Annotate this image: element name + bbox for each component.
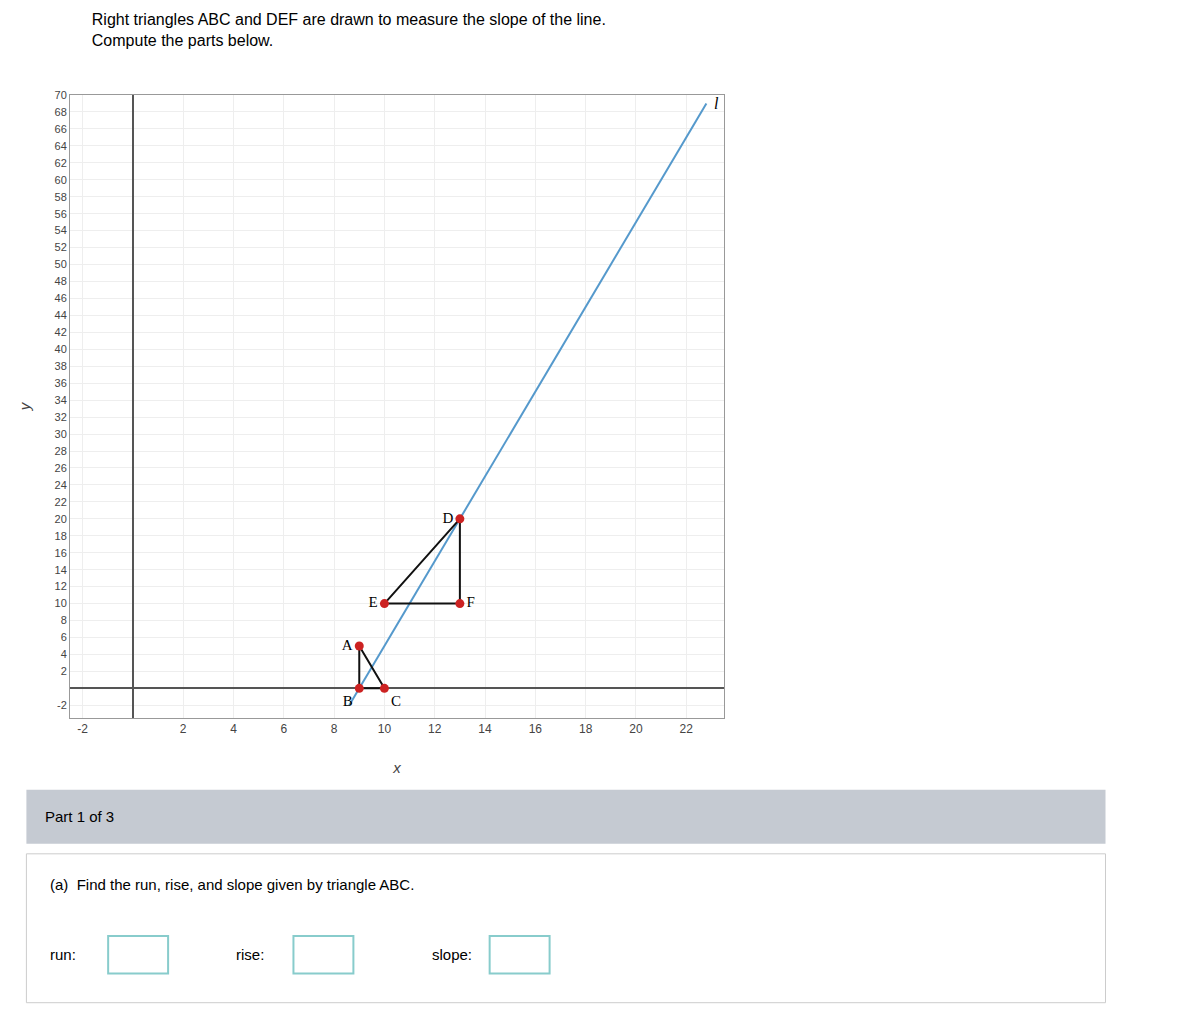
svg-text:38: 38: [55, 360, 67, 372]
svg-text:E: E: [369, 594, 378, 610]
svg-text:F: F: [467, 594, 475, 610]
svg-text:16: 16: [529, 722, 543, 736]
svg-text:x: x: [392, 759, 401, 776]
svg-text:54: 54: [55, 224, 67, 236]
svg-text:62: 62: [55, 157, 67, 169]
svg-text:64: 64: [55, 140, 67, 152]
svg-text:32: 32: [55, 411, 67, 423]
svg-text:52: 52: [55, 241, 67, 253]
svg-text:20: 20: [629, 722, 643, 736]
svg-text:rise:: rise:: [236, 946, 264, 963]
svg-text:2: 2: [180, 722, 187, 736]
svg-text:50: 50: [55, 258, 67, 270]
svg-text:2: 2: [61, 665, 67, 677]
svg-text:Right triangles ABC and DEF ar: Right triangles ABC and DEF are drawn to…: [92, 11, 606, 49]
svg-text:8: 8: [61, 614, 67, 626]
svg-text:46: 46: [55, 292, 67, 304]
svg-text:12: 12: [428, 722, 442, 736]
svg-text:68: 68: [55, 106, 67, 118]
svg-text:12: 12: [55, 580, 67, 592]
svg-text:4: 4: [230, 722, 237, 736]
svg-text:22: 22: [55, 496, 67, 508]
svg-text:16: 16: [55, 547, 67, 559]
svg-text:70: 70: [55, 89, 67, 101]
svg-text:66: 66: [55, 123, 67, 135]
svg-text:48: 48: [55, 275, 67, 287]
svg-text:6: 6: [61, 631, 67, 643]
svg-text:B: B: [343, 693, 353, 709]
svg-text:20: 20: [55, 513, 67, 525]
svg-text:28: 28: [55, 445, 67, 457]
svg-text:D: D: [442, 510, 453, 526]
svg-text:Part 1 of 3: Part 1 of 3: [45, 808, 114, 825]
svg-text:l: l: [714, 95, 719, 112]
svg-text:6: 6: [280, 722, 287, 736]
svg-text:34: 34: [55, 394, 67, 406]
svg-text:18: 18: [55, 530, 67, 542]
svg-text:run:: run:: [50, 946, 76, 963]
svg-text:10: 10: [378, 722, 392, 736]
svg-text:30: 30: [55, 428, 67, 440]
svg-text:10: 10: [55, 597, 67, 609]
svg-text:26: 26: [55, 462, 67, 474]
svg-text:slope:: slope:: [432, 946, 472, 963]
svg-text:44: 44: [55, 309, 67, 321]
svg-text:24: 24: [55, 479, 67, 491]
svg-text:60: 60: [55, 174, 67, 186]
svg-text:22: 22: [680, 722, 694, 736]
svg-text:58: 58: [55, 191, 67, 203]
svg-text:14: 14: [55, 564, 67, 576]
svg-text:4: 4: [61, 648, 67, 660]
svg-text:A: A: [342, 637, 353, 653]
svg-text:40: 40: [55, 343, 67, 355]
svg-text:8: 8: [331, 722, 338, 736]
svg-text:y: y: [16, 401, 33, 411]
svg-text:42: 42: [55, 326, 67, 338]
svg-text:C: C: [391, 693, 401, 709]
svg-text:36: 36: [55, 377, 67, 389]
svg-text:-2: -2: [57, 699, 67, 711]
svg-text:-2: -2: [77, 722, 88, 736]
svg-text:14: 14: [478, 722, 492, 736]
svg-text:56: 56: [55, 208, 67, 220]
svg-text:18: 18: [579, 722, 593, 736]
svg-text:(a) Find the run, rise, and s: (a) Find the run, rise, and slope given …: [50, 876, 414, 893]
